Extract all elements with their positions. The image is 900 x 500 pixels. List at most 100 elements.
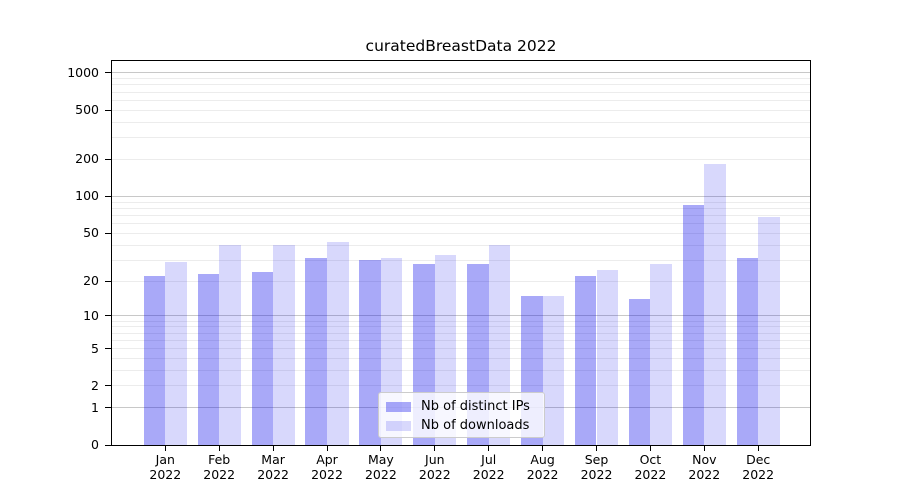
minor-gridline bbox=[112, 259, 810, 261]
x-tick bbox=[272, 446, 274, 451]
minor-gridline bbox=[112, 385, 810, 387]
x-tick-month: Oct bbox=[639, 452, 662, 467]
x-tick-year: 2022 bbox=[364, 467, 397, 482]
bar-downloads-apr bbox=[327, 242, 349, 445]
minor-gridline bbox=[112, 121, 810, 123]
y-tick-label: 20 bbox=[83, 273, 99, 289]
plot-area bbox=[111, 60, 811, 446]
bar-distinct-ips-dec bbox=[736, 258, 759, 445]
minor-gridline bbox=[112, 223, 810, 225]
chart-title: curatedBreastData 2022 bbox=[365, 37, 557, 55]
y-tick bbox=[105, 195, 112, 197]
major-gridline bbox=[112, 195, 810, 197]
x-tick-label: Oct 2022 bbox=[615, 452, 685, 482]
x-tick-month: May bbox=[367, 452, 394, 467]
legend: Nb of distinct IPs Nb of downloads bbox=[378, 392, 545, 438]
y-tick-label: 500 bbox=[75, 102, 99, 118]
minor-gridline bbox=[112, 99, 810, 101]
x-tick-year: 2022 bbox=[526, 467, 559, 482]
x-tick-year: 2022 bbox=[688, 467, 721, 482]
major-gridline bbox=[112, 72, 810, 74]
x-tick-year: 2022 bbox=[634, 467, 667, 482]
minor-gridline bbox=[112, 214, 810, 216]
bar-downloads-nov bbox=[704, 163, 726, 445]
legend-swatch-downloads-icon bbox=[386, 420, 411, 431]
minor-gridline bbox=[112, 201, 810, 203]
bar-distinct-ips-apr bbox=[305, 258, 327, 445]
y-tick bbox=[105, 232, 112, 234]
y-tick bbox=[105, 158, 112, 160]
minor-gridline bbox=[112, 78, 810, 80]
bar-distinct-ips-may bbox=[359, 260, 381, 445]
y-tick-label: 50 bbox=[83, 225, 99, 241]
x-tick-month: Aug bbox=[530, 452, 555, 467]
x-tick-label: Sep 2022 bbox=[562, 452, 632, 482]
y-tick bbox=[105, 72, 112, 74]
legend-item-distinct-ips: Nb of distinct IPs bbox=[386, 399, 536, 414]
x-tick bbox=[164, 446, 166, 451]
y-tick-label: 10 bbox=[83, 307, 99, 323]
x-tick-month: Jul bbox=[481, 452, 497, 467]
x-tick bbox=[488, 446, 490, 451]
y-tick-label: 2 bbox=[91, 377, 99, 393]
legend-item-downloads: Nb of downloads bbox=[386, 418, 536, 433]
x-tick-month: Mar bbox=[261, 452, 285, 467]
minor-gridline bbox=[112, 137, 810, 139]
x-tick-year: 2022 bbox=[311, 467, 343, 482]
y-tick bbox=[105, 348, 112, 349]
x-tick-year: 2022 bbox=[742, 467, 775, 482]
bar-distinct-ips-feb bbox=[197, 273, 220, 445]
x-tick bbox=[218, 446, 220, 451]
major-gridline bbox=[112, 315, 810, 317]
bar-distinct-ips-jan bbox=[143, 276, 166, 445]
minor-gridline bbox=[112, 158, 810, 160]
minor-gridline bbox=[112, 232, 810, 234]
minor-gridline bbox=[112, 320, 810, 322]
x-tick bbox=[703, 446, 705, 451]
x-tick-month: Jan bbox=[155, 452, 175, 467]
x-tick-label: Jan 2022 bbox=[130, 452, 200, 482]
y-tick bbox=[105, 444, 112, 446]
x-tick-label: Dec 2022 bbox=[723, 452, 793, 482]
bar-downloads-dec bbox=[758, 216, 780, 445]
bar-distinct-ips-mar bbox=[251, 271, 274, 445]
bar-downloads-sep bbox=[596, 269, 619, 445]
x-tick-label: Aug 2022 bbox=[508, 452, 578, 482]
legend-label-downloads: Nb of downloads bbox=[421, 418, 530, 433]
x-tick bbox=[380, 446, 382, 451]
minor-gridline bbox=[112, 339, 810, 341]
bar-downloads-mar bbox=[273, 245, 295, 445]
bar-downloads-feb bbox=[219, 245, 241, 445]
minor-gridline bbox=[112, 369, 810, 371]
x-tick bbox=[434, 446, 436, 451]
y-tick-label: 5 bbox=[91, 340, 99, 356]
x-tick-label: Nov 2022 bbox=[669, 452, 739, 482]
minor-gridline bbox=[112, 109, 810, 111]
x-tick-year: 2022 bbox=[149, 467, 182, 482]
x-tick-year: 2022 bbox=[580, 467, 613, 482]
x-tick-label: Mar 2022 bbox=[238, 452, 308, 482]
minor-gridline bbox=[112, 84, 810, 86]
y-tick-label: 200 bbox=[75, 151, 99, 167]
minor-gridline bbox=[112, 332, 810, 334]
x-tick bbox=[649, 446, 651, 451]
x-tick-year: 2022 bbox=[418, 467, 451, 482]
minor-gridline bbox=[112, 207, 810, 209]
legend-label-distinct-ips: Nb of distinct IPs bbox=[421, 399, 530, 414]
bar-downloads-jan bbox=[165, 261, 187, 445]
y-tick-label: 100 bbox=[75, 188, 99, 204]
x-tick-month: Dec bbox=[746, 452, 771, 467]
x-tick bbox=[542, 446, 544, 451]
x-tick-month: Jun bbox=[425, 452, 445, 467]
x-tick-label: Jun 2022 bbox=[400, 452, 470, 482]
bar-distinct-ips-sep bbox=[574, 276, 597, 445]
x-tick bbox=[596, 446, 597, 451]
x-tick-label: May 2022 bbox=[346, 452, 416, 482]
minor-gridline bbox=[112, 348, 810, 349]
bar-downloads-oct bbox=[650, 263, 672, 445]
legend-swatch-distinct-ips-icon bbox=[386, 401, 411, 412]
y-tick bbox=[105, 407, 112, 409]
bar-distinct-ips-oct bbox=[628, 299, 651, 445]
x-tick-year: 2022 bbox=[472, 467, 505, 482]
